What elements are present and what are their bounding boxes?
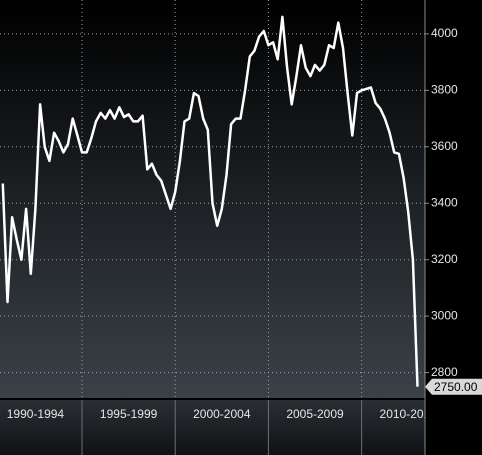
last-value-label: 2750.00	[434, 380, 478, 394]
y-tick-label: 3400	[431, 195, 458, 209]
x-tick-label: 1995-1999	[100, 407, 158, 421]
y-tick-label: 3200	[431, 252, 458, 266]
y-tick-label: 4000	[431, 26, 458, 40]
x-tick-label: 2000-2004	[193, 407, 251, 421]
y-tick-label: 3600	[431, 139, 458, 153]
y-tick-label: 3000	[431, 308, 458, 322]
data-line	[1, 15, 419, 387]
x-tick-label: 2005-2009	[286, 407, 344, 421]
x-tick-label: 2010-2014	[380, 407, 438, 421]
y-tick-label: 2800	[431, 365, 458, 379]
x-tick-label: 1990-1994	[7, 407, 65, 421]
last-value-box	[425, 378, 482, 395]
y-tick-label: 3800	[431, 82, 458, 96]
x-axis-bar	[0, 400, 425, 455]
